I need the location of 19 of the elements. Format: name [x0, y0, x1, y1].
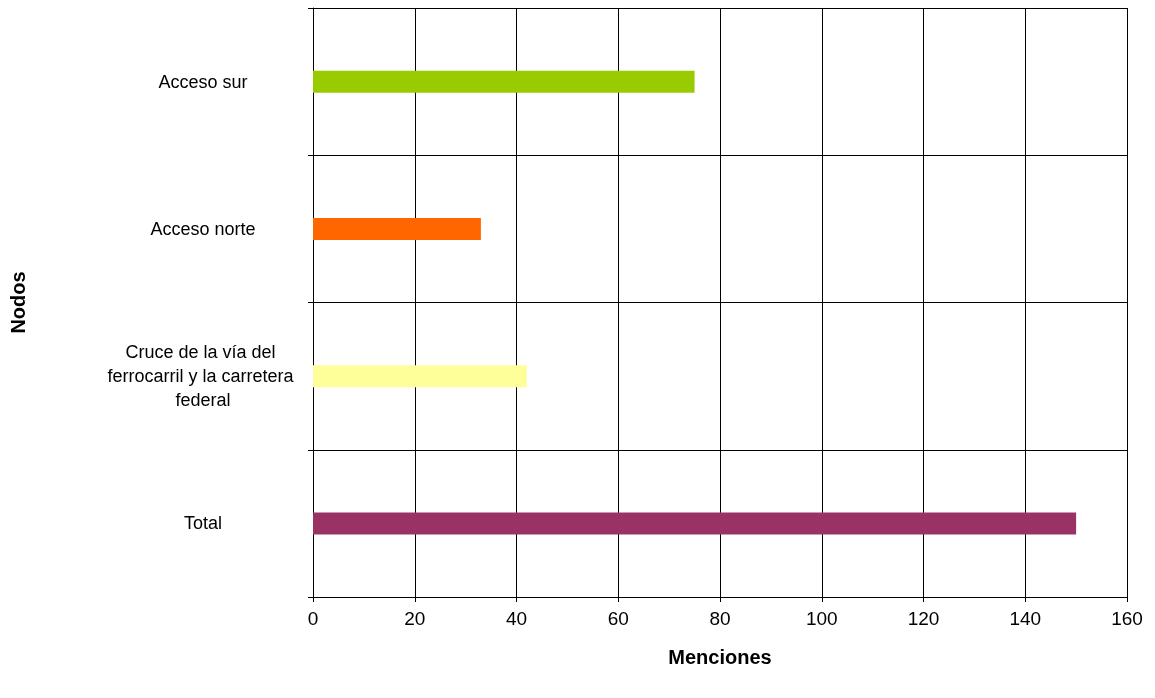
x-tick-label: 100: [805, 608, 838, 629]
x-tick-label: 40: [505, 608, 528, 629]
y-axis-title: Nodos: [7, 271, 29, 334]
x-tick-label: 60: [607, 608, 629, 629]
x-tick-label: 160: [1111, 608, 1143, 629]
bar: [313, 70, 695, 93]
x-tick-label: 120: [907, 608, 940, 629]
x-tick-label: 20: [404, 608, 426, 629]
y-tick-label: Cruce de la vía del ferrocarril y la carretera federal: [107, 342, 299, 411]
x-tick-label: 140: [1009, 608, 1042, 629]
bar: [313, 512, 1077, 535]
y-tick-label: Acceso sur: [158, 71, 248, 92]
x-tick-label: 0: [307, 608, 319, 629]
bar: [313, 217, 481, 240]
x-axis-title: Menciones: [668, 646, 772, 668]
y-tick-label: Total: [183, 513, 223, 534]
x-tick-label: 80: [709, 608, 731, 629]
bar: [313, 365, 527, 388]
y-tick-label: Acceso norte: [150, 218, 256, 239]
